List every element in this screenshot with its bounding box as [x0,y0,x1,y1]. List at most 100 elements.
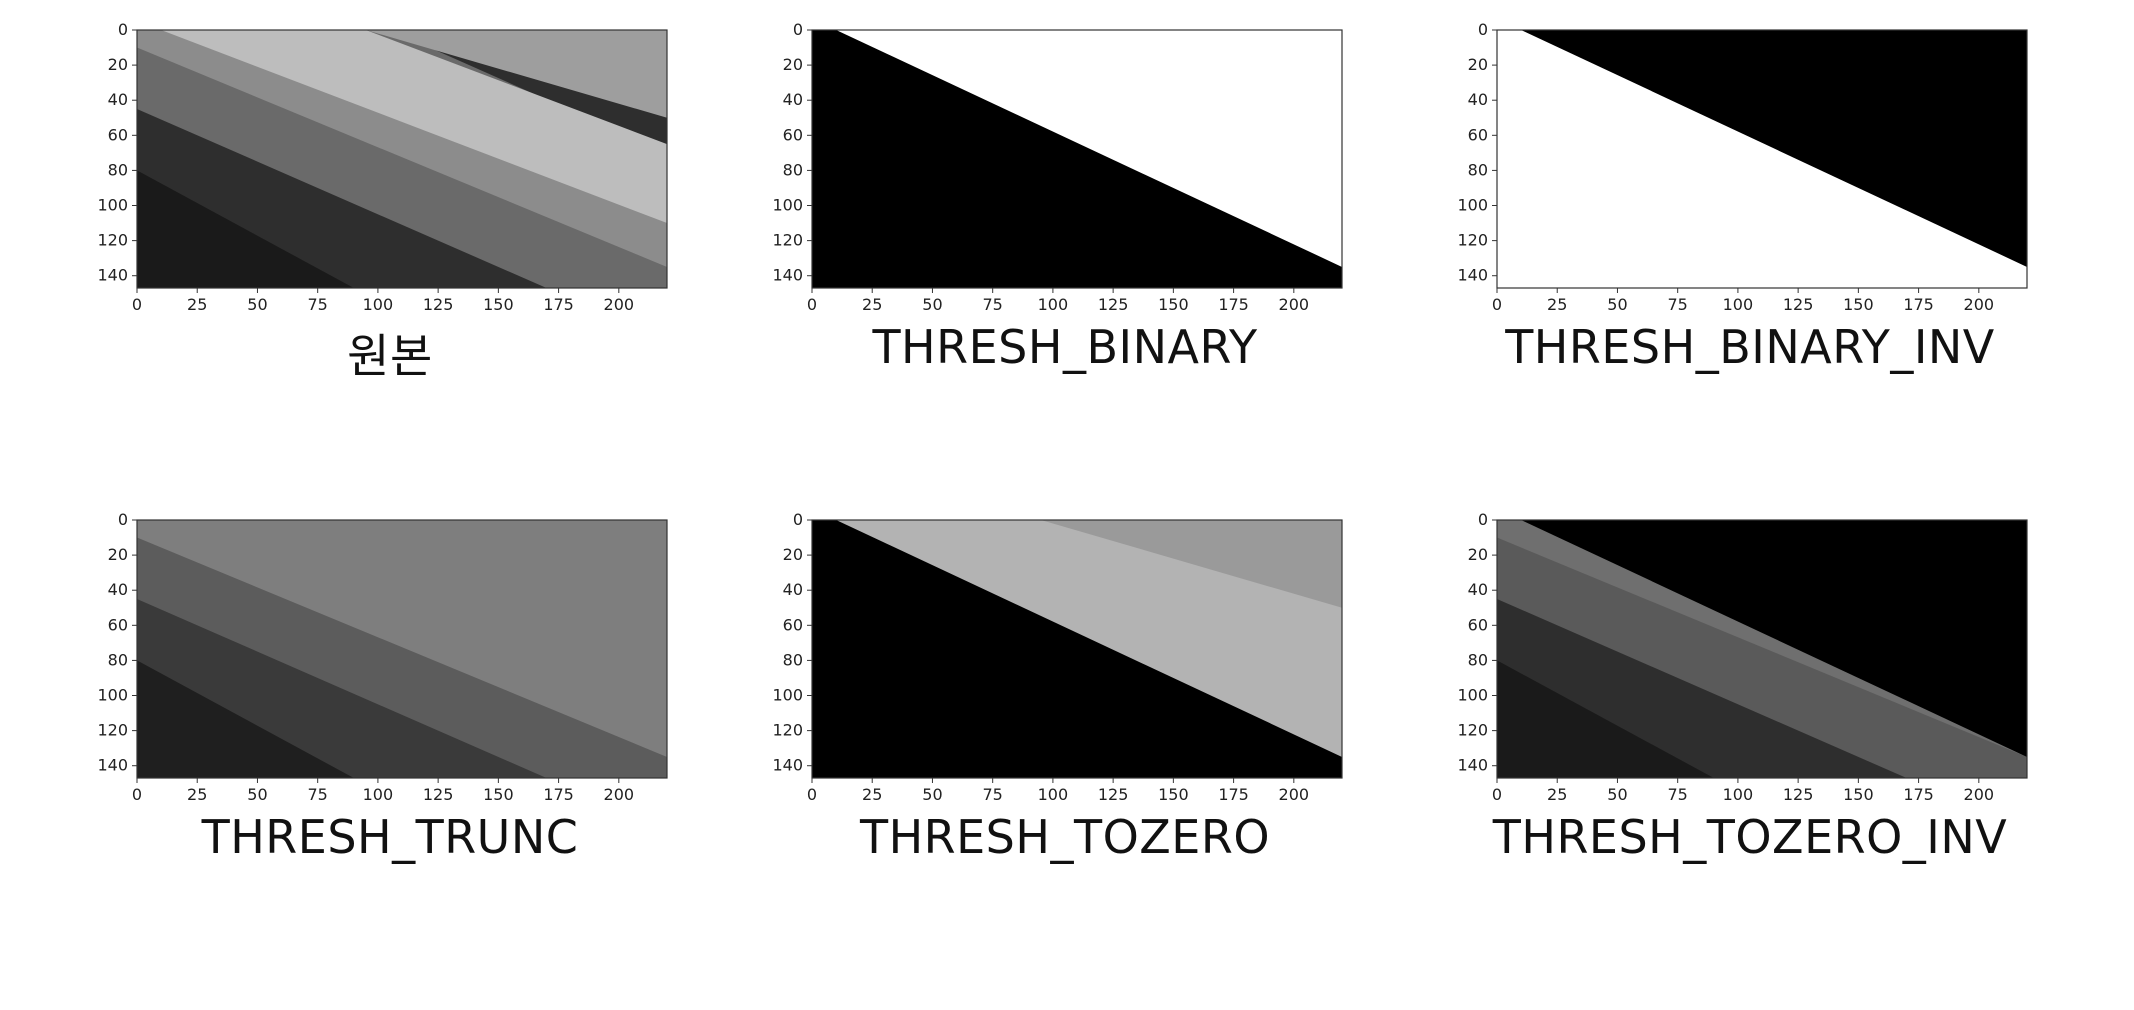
x-tick-label: 100 [363,785,394,804]
y-tick-label: 60 [108,615,128,634]
y-tick-label: 80 [1468,160,1488,179]
y-tick-label: 120 [1457,721,1488,740]
plot-thresh-tozero: 0 25 50 75 100 125 150 175 200 0 20 40 60 80 100 120 140 [772,510,1343,804]
x-tick-label: 25 [862,295,882,314]
x-tick-label: 125 [1098,295,1129,314]
axes-frame [136,29,668,289]
image-threshold-region [1497,30,2027,288]
y-tick-label: 140 [1457,266,1488,285]
panel-thresh-tozero-inv: 0 25 50 75 100 125 150 175 200 0 20 40 60 80 100 120 140… [1455,510,2045,864]
caption-original: 원본 [347,329,433,383]
caption-thresh-binary-inv: THRESH_BINARY_INV [1505,320,1995,374]
y-tick-label: 20 [1468,55,1488,74]
y-tick-label: 0 [1478,20,1488,39]
axes-frame [136,519,668,779]
y-tick-label: 60 [1468,125,1488,144]
x-tick-label: 200 [1964,295,1995,314]
image-binary_inv [1497,30,2027,288]
image-original [137,30,667,288]
x-tick-label: 200 [1279,295,1310,314]
x-tick-label: 200 [604,295,635,314]
y-tick-label: 80 [1468,650,1488,669]
y-tick-label: 60 [1468,615,1488,634]
plot-original: 0 25 50 75 100 125 150 175 200 0 20 40 60 80 100 120 140 [97,20,668,314]
image-binary [812,30,1342,288]
x-tick-label: 200 [1964,785,1995,804]
y-tick-label: 100 [772,196,803,215]
panel-thresh-trunc: 0 25 50 75 100 125 150 175 200 0 20 40 60 80 100 120 140… [95,510,685,864]
y-tick-label: 140 [97,266,128,285]
y-tick-label: 0 [793,510,803,529]
y-tick-label: 100 [1457,686,1488,705]
y-tick-label: 120 [97,231,128,250]
y-tick-label: 100 [772,686,803,705]
x-tick-label: 200 [1279,785,1310,804]
y-tick-label: 120 [772,721,803,740]
x-tick-label: 100 [1038,785,1069,804]
y-tick-label: 40 [1468,90,1488,109]
axes: 0 25 50 75 100 125 150 175 200 0 20 40 60 80 100 120 140 [1457,510,2028,804]
image-trunc [137,520,667,778]
y-tick-label: 20 [783,545,803,564]
caption-thresh-tozero-inv: THRESH_TOZERO_INV [1492,810,2008,864]
y-tick-label: 40 [1468,580,1488,599]
panel-thresh-binary-inv: 0 25 50 75 100 125 150 175 200 0 20 40 60 80 100 120 140… [1455,20,2045,374]
x-tick-label: 75 [1668,295,1688,314]
x-tick-label: 175 [1903,295,1934,314]
x-tick-label: 75 [983,295,1003,314]
x-tick-label: 25 [187,295,207,314]
image-tozero [812,520,1342,778]
x-tick-label: 125 [1098,785,1129,804]
y-tick-label: 140 [1457,756,1488,775]
axes-frame [811,29,1343,289]
x-tick-label: 100 [1723,295,1754,314]
y-tick-label: 60 [108,125,128,144]
x-tick-label: 150 [1843,785,1874,804]
y-tick-label: 120 [772,231,803,250]
x-tick-label: 0 [807,785,817,804]
y-tick-label: 60 [783,125,803,144]
x-tick-label: 175 [1218,295,1249,314]
y-tick-label: 40 [108,580,128,599]
x-tick-label: 200 [604,785,635,804]
y-tick-label: 40 [783,580,803,599]
x-tick-label: 0 [132,785,142,804]
y-tick-label: 80 [783,160,803,179]
image-tozero_inv [1497,520,2027,778]
y-tick-label: 100 [97,686,128,705]
x-tick-label: 25 [187,785,207,804]
image-band-light [1497,520,2027,757]
y-tick-label: 0 [118,20,128,39]
image-upper-gray [365,30,667,118]
y-tick-label: 20 [108,545,128,564]
y-tick-label: 140 [772,266,803,285]
y-tick-label: 80 [783,650,803,669]
image-truncated-region [137,520,667,757]
panel-original: 0 25 50 75 100 125 150 175 200 0 20 40 60 80 100 120 140… [95,20,685,383]
caption-thresh-trunc: THRESH_TRUNC [201,810,579,864]
y-tick-label: 100 [97,196,128,215]
x-tick-label: 125 [1783,295,1814,314]
image-corner-dark [137,170,354,288]
x-tick-label: 75 [308,785,328,804]
image-band-light [137,30,667,267]
x-tick-label: 175 [1903,785,1934,804]
axes-frame [1496,519,2028,779]
x-tick-label: 50 [247,785,267,804]
panel-thresh-binary: 0 25 50 75 100 125 150 175 200 0 20 40 60 80 100 120 140… [770,20,1360,374]
axes: 0 25 50 75 100 125 150 175 200 0 20 40 60 80 100 120 140 [772,510,1343,804]
x-tick-label: 150 [483,295,514,314]
axes-frame [1496,29,2028,289]
axes: 0 25 50 75 100 125 150 175 200 0 20 40 60 80 100 120 140 [772,20,1343,314]
x-tick-label: 125 [423,295,454,314]
x-tick-label: 75 [983,785,1003,804]
axes-frame [811,519,1343,779]
x-tick-label: 0 [132,295,142,314]
x-tick-label: 0 [1492,295,1502,314]
y-tick-label: 140 [772,756,803,775]
x-tick-label: 100 [1038,295,1069,314]
y-tick-label: 20 [108,55,128,74]
x-tick-label: 150 [483,785,514,804]
plot-thresh-binary: 0 25 50 75 100 125 150 175 200 0 20 40 60 80 100 120 140 [772,20,1343,314]
image-upper-gray [1040,520,1342,608]
